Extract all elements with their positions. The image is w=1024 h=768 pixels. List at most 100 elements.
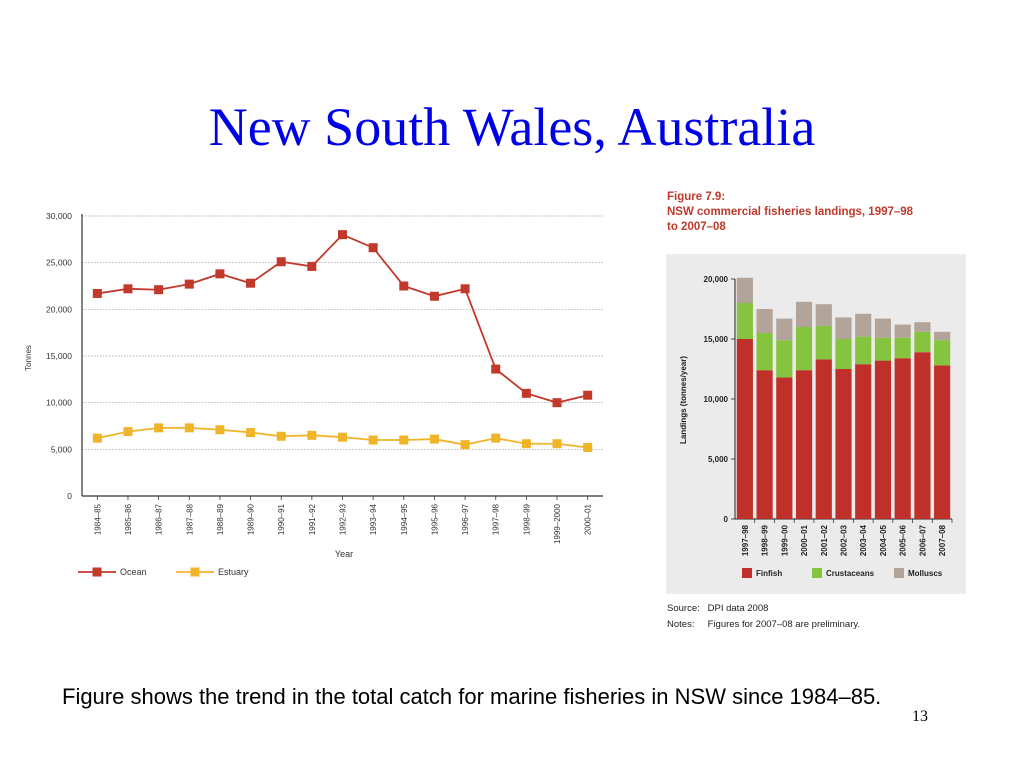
legend-label-ocean: Ocean — [120, 567, 147, 577]
data-point-ocean — [368, 243, 378, 253]
y-tick-label: 25,000 — [46, 258, 72, 268]
x-tick-label: 2006–07 — [918, 524, 927, 556]
y-tick-label: 0 — [67, 491, 72, 501]
x-tick-label: 2004–05 — [879, 524, 888, 556]
bar-segment-finfish — [776, 377, 793, 519]
data-point-ocean — [399, 281, 409, 291]
x-tick-label: 1988–89 — [216, 503, 225, 535]
data-point-ocean — [460, 284, 470, 294]
y-tick-label: 20,000 — [46, 304, 72, 314]
bar-segment-crustaceans — [894, 337, 911, 359]
data-point-ocean — [521, 388, 531, 398]
x-tick-label: 2003–04 — [859, 524, 868, 556]
line-chart-axes — [81, 214, 603, 500]
bar-chart-title-line: NSW commercial fisheries landings, 1997–… — [667, 206, 914, 218]
y-tick-label: 30,000 — [46, 211, 72, 221]
line-chart-legend: Ocean Estuary — [78, 567, 249, 577]
bar-segment-finfish — [855, 364, 872, 519]
legend-label-crustaceans: Crustaceans — [826, 569, 875, 578]
bar-chart-title-line: Figure 7.9: — [667, 191, 726, 203]
x-tick-label: 1984–85 — [93, 503, 102, 535]
data-point-ocean — [338, 230, 347, 240]
data-point-estuary — [215, 425, 225, 435]
data-point-estuary — [399, 435, 409, 445]
legend-label-molluscs: Molluscs — [908, 569, 943, 578]
legend-marker-ocean — [92, 567, 102, 577]
y-tick-label: 5,000 — [51, 444, 73, 454]
bar-chart-title-line: to 2007–08 — [667, 221, 726, 233]
bar-segment-molluscs — [776, 318, 793, 341]
x-tick-label: 2002–03 — [840, 524, 849, 556]
y-tick-label: 10,000 — [704, 395, 729, 404]
bar-segment-molluscs — [815, 304, 832, 326]
data-point-ocean — [583, 390, 593, 400]
legend-swatch-molluscs — [894, 568, 904, 578]
x-tick-label: 1999–00 — [780, 524, 789, 556]
bar-segment-crustaceans — [855, 336, 872, 365]
line-chart-y-label: Tonnes — [24, 345, 33, 371]
bar-segment-crustaceans — [736, 303, 753, 339]
bar-segment-molluscs — [835, 317, 852, 339]
bar-segment-crustaceans — [874, 337, 892, 361]
data-point-ocean — [429, 291, 439, 301]
data-point-estuary — [491, 433, 501, 443]
slide-number: 13 — [912, 708, 928, 725]
x-tick-label: 1998–99 — [761, 524, 770, 556]
line-chart: 0 5,000 10,000 15,000 20,000 25,000 30,000 198… — [24, 211, 603, 577]
data-point-estuary — [429, 434, 439, 444]
data-point-estuary — [307, 430, 317, 440]
bar-segment-crustaceans — [914, 331, 931, 353]
y-tick-label: 10,000 — [46, 398, 72, 408]
data-point-estuary — [460, 440, 470, 450]
source-label: Source: — [667, 603, 700, 614]
data-point-ocean — [552, 398, 562, 408]
data-point-ocean — [215, 269, 225, 279]
bar-segment-crustaceans — [756, 333, 773, 371]
y-tick-label: 5,000 — [708, 455, 729, 464]
x-tick-label: 1992–93 — [339, 503, 348, 535]
x-tick-label: 2001–02 — [820, 524, 829, 556]
line-chart-grid — [82, 215, 603, 450]
series-line-ocean — [97, 233, 588, 404]
data-point-estuary — [276, 431, 286, 441]
legend-label-finfish: Finfish — [756, 569, 782, 578]
data-point-ocean — [276, 257, 286, 267]
bar-segment-finfish — [934, 365, 951, 519]
data-point-estuary — [583, 442, 593, 452]
x-tick-label: 1996–97 — [461, 503, 470, 535]
line-chart-y-ticks: 0 5,000 10,000 15,000 20,000 25,000 30,000 — [46, 211, 72, 501]
data-point-estuary — [92, 433, 102, 443]
bar-segment-finfish — [894, 358, 911, 519]
bar-segment-crustaceans — [776, 340, 793, 378]
x-tick-label: 1986–87 — [155, 503, 164, 535]
bar-segment-molluscs — [894, 324, 911, 338]
data-point-estuary — [338, 432, 347, 442]
data-point-estuary — [552, 439, 562, 449]
notes-text: Figures for 2007–08 are preliminary. — [707, 619, 861, 630]
data-point-ocean — [123, 284, 133, 294]
data-point-ocean — [184, 279, 194, 289]
x-tick-label: 1991–92 — [308, 503, 317, 535]
data-point-estuary — [184, 423, 194, 433]
slide-title: New South Wales, Australia — [208, 97, 816, 157]
bar-segment-molluscs — [756, 309, 773, 333]
x-tick-label: 1999–2000 — [553, 503, 562, 544]
notes-label: Notes: — [667, 619, 695, 630]
legend-swatch-finfish — [742, 568, 752, 578]
bar-segment-finfish — [874, 360, 892, 519]
data-point-ocean — [154, 285, 164, 295]
x-tick-label: 2007–08 — [938, 524, 947, 556]
line-chart-x-ticks: 1984–85 1985–86 1986–87 1987–88 1988–89 1989–… — [93, 503, 592, 544]
x-tick-label: 1995–96 — [430, 503, 439, 535]
data-point-ocean — [92, 288, 102, 298]
legend-swatch-crustaceans — [812, 568, 822, 578]
x-tick-label: 2005–06 — [899, 524, 908, 556]
bar-chart-bars — [736, 277, 951, 519]
bar-segment-molluscs — [874, 318, 892, 338]
bar-chart-y-ticks: 0 5,000 10,000 15,000 20,000 — [704, 275, 729, 524]
bar-chart-x-ticks: 1997–98 1998–99 1999–00 2000–01 2001–02 2002–… — [741, 524, 947, 556]
y-tick-label: 0 — [724, 515, 729, 524]
data-point-estuary — [246, 428, 256, 438]
x-tick-label: 1993–94 — [369, 503, 378, 535]
x-tick-label: 2000–01 — [584, 503, 593, 535]
